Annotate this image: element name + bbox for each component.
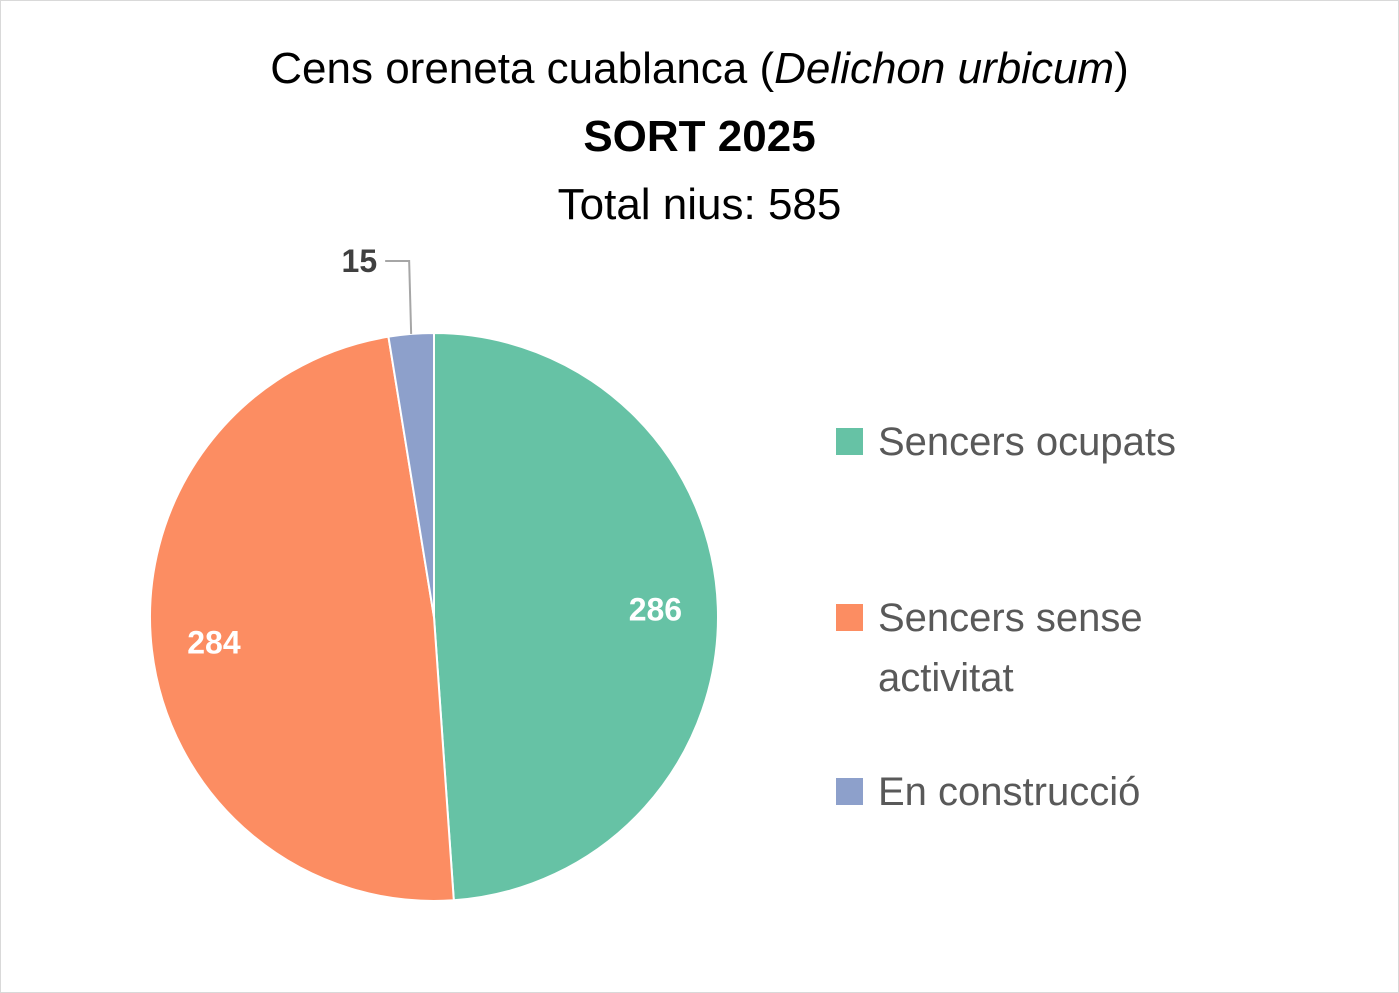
chart-title: Cens oreneta cuablanca (Delichon urbicum… [0,44,1399,94]
legend-label: En construcció [878,770,1141,814]
chart-total: Total nius: 585 [557,180,842,229]
data-label: 286 [629,591,682,627]
data-label: 15 [342,243,378,279]
chart-title-prefix: Cens oreneta cuablanca ( [270,44,775,93]
pie-slice-en-construcci-[interactable] [387,331,435,618]
chart-subtitle: SORT 2025 [583,112,816,161]
legend-label: Sencers sense activitat [878,596,1143,700]
chart-title-suffix: ) [1114,44,1129,93]
pie-slice-sencers-ocupats[interactable] [433,331,719,902]
chart-title-species: Delichon urbicum [774,44,1115,93]
legend-swatch [836,428,863,455]
legend-swatch [836,604,863,631]
leader-line [385,260,413,334]
legend-swatch [836,778,863,805]
data-label: 284 [187,625,241,661]
legend-label: Sencers ocupats [878,420,1176,464]
pie-slice-sencers-sense-activitat[interactable] [149,335,455,902]
